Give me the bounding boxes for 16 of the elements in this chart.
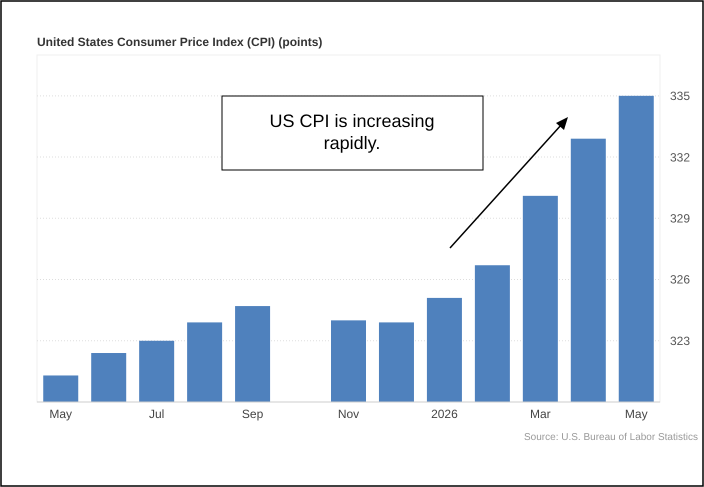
y-tick-label: 329 bbox=[670, 211, 690, 226]
x-tick-label: May bbox=[49, 407, 72, 421]
chart-title: United States Consumer Price Index (CPI) (points) bbox=[37, 35, 322, 49]
x-tick-label: Mar bbox=[530, 407, 551, 421]
x-tick-label: Sep bbox=[242, 407, 264, 421]
source-note: Source: U.S. Bureau of Labor Statistics bbox=[524, 432, 698, 443]
y-tick-label: 335 bbox=[670, 89, 690, 104]
x-tick-label: May bbox=[624, 407, 648, 421]
y-tick-label: 323 bbox=[670, 334, 690, 348]
annotation: US CPI is increasing rapidly. bbox=[269, 111, 435, 153]
x-tick-label: 2026 bbox=[431, 407, 458, 421]
y-tick-label: 326 bbox=[670, 272, 690, 287]
x-tick-label: Jul bbox=[148, 407, 164, 421]
y-tick-label: 332 bbox=[670, 150, 690, 164]
x-tick-label: Nov bbox=[338, 407, 360, 421]
callout-box: US CPI is increasing rapidly. bbox=[222, 96, 484, 170]
